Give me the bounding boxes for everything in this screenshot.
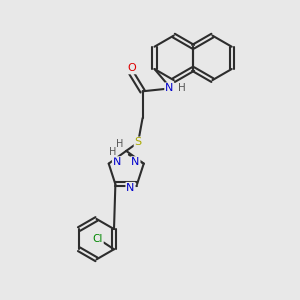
Text: H: H xyxy=(109,147,116,157)
Text: N: N xyxy=(126,183,135,193)
Text: O: O xyxy=(127,63,136,74)
Text: N: N xyxy=(113,157,121,167)
Text: H: H xyxy=(116,139,123,149)
Text: S: S xyxy=(135,137,142,147)
Text: H: H xyxy=(178,83,186,93)
Text: N: N xyxy=(131,157,140,167)
Text: N: N xyxy=(165,83,173,93)
Text: Cl: Cl xyxy=(92,234,103,244)
